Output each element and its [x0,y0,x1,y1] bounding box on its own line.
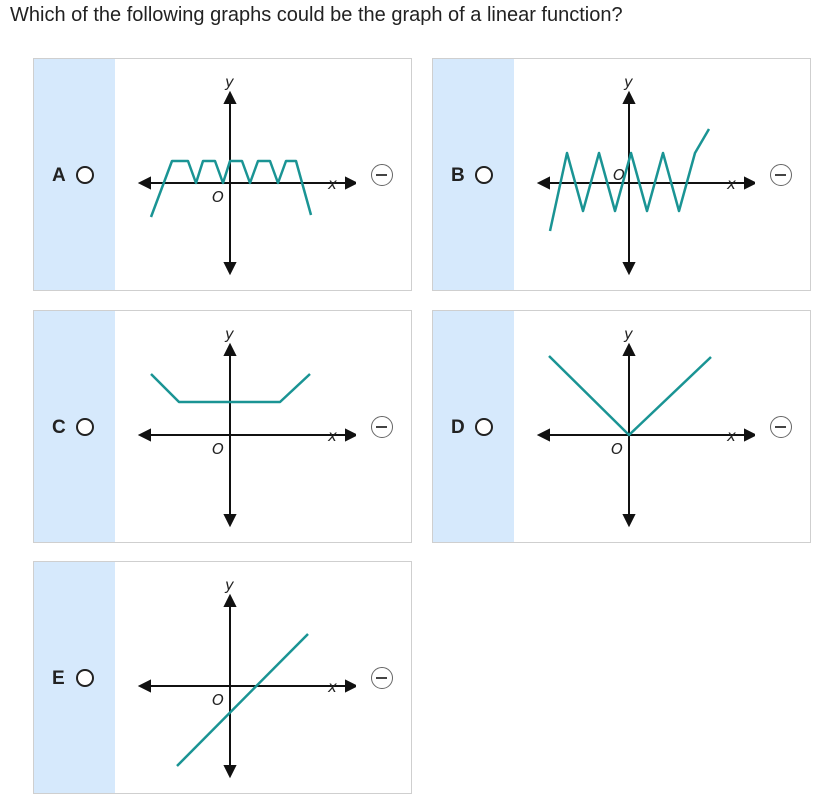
x-axis-label: x [726,175,736,193]
choice-b-radio[interactable] [475,166,493,184]
y-axis [223,90,237,276]
choice-d-card[interactable]: D y x O [432,310,811,543]
choice-b-card[interactable]: B y x O [432,58,811,291]
choice-label-panel [433,59,514,290]
y-axis [622,90,636,276]
choice-c-card[interactable]: C y x O [33,310,412,543]
choice-b-graph: y x O [536,73,755,276]
choice-label-panel [34,311,115,542]
x-axis [137,679,356,693]
y-axis [223,342,237,528]
choice-label-panel [34,562,115,793]
curve-zigzag [548,128,711,232]
choice-d-graph: y x O [536,325,755,528]
x-axis [137,428,356,442]
y-axis-label: y [623,325,634,343]
x-axis-label: x [726,427,736,445]
x-axis-label: x [327,175,337,193]
curve-trapezoid-wave [149,159,313,218]
choice-d-radio[interactable] [475,418,493,436]
origin-label: O [212,188,224,206]
choice-a-letter: A [52,165,66,186]
choice-d-letter: D [451,417,465,438]
curve-straight-line [176,633,309,767]
y-axis [223,593,237,779]
choice-c-eliminate-button[interactable] [371,416,393,438]
choice-e-card[interactable]: E y x O [33,561,412,794]
choice-c-radio[interactable] [76,418,94,436]
choice-b-eliminate-button[interactable] [770,164,792,186]
choice-label-panel [34,59,115,290]
x-axis [536,428,755,442]
x-axis-label: x [327,678,337,696]
choice-b-letter: B [451,165,465,186]
y-axis-label: y [623,73,634,91]
choice-e-graph: y x O [137,576,356,779]
choice-a-card[interactable]: A y x O [33,58,412,291]
choice-e-radio[interactable] [76,669,94,687]
choice-e-letter: E [52,668,65,689]
x-axis [137,176,356,190]
y-axis-label: y [224,325,235,343]
curve-flat-bottom-cup [150,373,311,404]
choice-a-radio[interactable] [76,166,94,184]
curve-absolute-value-v [548,355,712,437]
origin-label: O [611,440,623,458]
y-axis-label: y [224,73,235,91]
choice-a-eliminate-button[interactable] [371,164,393,186]
question-text: Which of the following graphs could be t… [10,4,623,26]
choice-c-letter: C [52,417,66,438]
choice-c-graph: y x O [137,325,356,528]
origin-label: O [212,440,224,458]
x-axis [536,176,755,190]
x-axis-label: x [327,427,337,445]
choice-a-graph: y x O [137,73,356,276]
choice-e-eliminate-button[interactable] [371,667,393,689]
y-axis-label: y [224,576,235,594]
origin-label: O [212,691,224,709]
origin-label: O [613,166,625,184]
choice-d-eliminate-button[interactable] [770,416,792,438]
choice-label-panel [433,311,514,542]
